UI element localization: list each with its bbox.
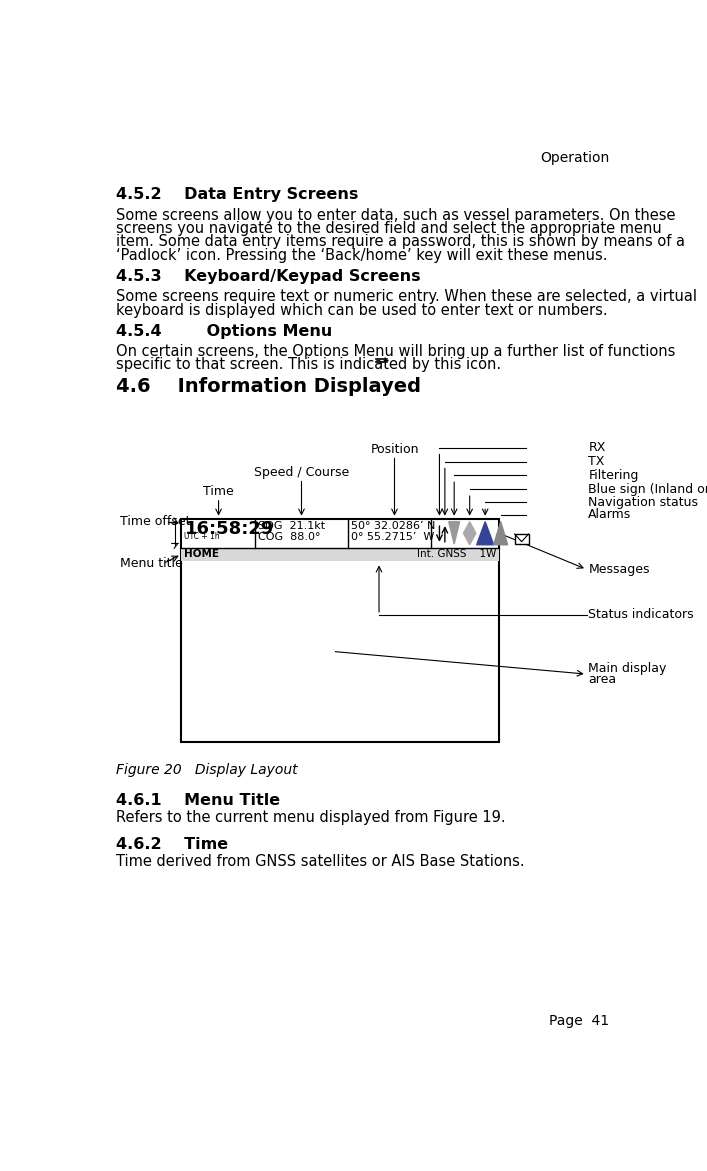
Text: ‘Padlock’ icon. Pressing the ‘Back/home’ key will exit these menus.: ‘Padlock’ icon. Pressing the ‘Back/home’… — [116, 248, 608, 263]
Text: Some screens allow you to enter data, such as vessel parameters. On these: Some screens allow you to enter data, su… — [116, 207, 676, 222]
Text: Time derived from GNSS satellites or AIS Base Stations.: Time derived from GNSS satellites or AIS… — [116, 854, 525, 869]
Text: Page  41: Page 41 — [549, 1014, 609, 1028]
Text: Status indicators: Status indicators — [588, 609, 694, 622]
Polygon shape — [477, 521, 493, 545]
Text: Messages: Messages — [588, 563, 650, 576]
Text: Speed / Course: Speed / Course — [254, 466, 349, 479]
Text: 4.5.4        Options Menu: 4.5.4 Options Menu — [116, 323, 332, 338]
Text: SOG  21.1kt: SOG 21.1kt — [258, 521, 325, 530]
Bar — [182, 548, 499, 561]
Text: specific to that screen. This is indicated by this icon.: specific to that screen. This is indicat… — [116, 357, 501, 372]
Text: 4.6    Information Displayed: 4.6 Information Displayed — [116, 377, 421, 396]
Text: item. Some data entry items require a password, this is shown by means of a: item. Some data entry items require a pa… — [116, 234, 685, 249]
Text: Position: Position — [370, 443, 419, 456]
Text: 0° 55.2715’  W: 0° 55.2715’ W — [351, 533, 435, 542]
Text: HOME: HOME — [185, 549, 219, 559]
Text: 4.6.2    Time: 4.6.2 Time — [116, 836, 228, 851]
Text: Refers to the current menu displayed from Figure 19.: Refers to the current menu displayed fro… — [116, 809, 506, 824]
Text: 16:58:29: 16:58:29 — [185, 520, 274, 539]
Text: Main display: Main display — [588, 663, 667, 676]
Text: Navigation status: Navigation status — [588, 497, 699, 509]
Text: Operation: Operation — [540, 151, 609, 165]
Text: 4.5.3    Keyboard/Keypad Screens: 4.5.3 Keyboard/Keypad Screens — [116, 269, 421, 285]
Text: area: area — [588, 673, 617, 686]
Polygon shape — [449, 521, 460, 545]
Text: 4.5.2    Data Entry Screens: 4.5.2 Data Entry Screens — [116, 187, 358, 203]
Bar — [515, 534, 529, 545]
Text: Int. GNSS    1W: Int. GNSS 1W — [416, 549, 496, 559]
Text: UTC + 1h: UTC + 1h — [185, 533, 220, 541]
Text: Blue sign (Inland only): Blue sign (Inland only) — [588, 482, 707, 495]
Text: Figure 20   Display Layout: Figure 20 Display Layout — [116, 763, 298, 778]
Text: screens you navigate to the desired field and select the appropriate menu: screens you navigate to the desired fiel… — [116, 221, 662, 237]
Text: Menu title: Menu title — [120, 557, 183, 570]
Text: On certain screens, the Options Menu will bring up a further list of functions: On certain screens, the Options Menu wil… — [116, 344, 676, 358]
Text: Alarms: Alarms — [588, 508, 631, 521]
Text: TX: TX — [588, 456, 604, 468]
Text: COG  88.0°: COG 88.0° — [258, 533, 320, 542]
Text: 4.6.1    Menu Title: 4.6.1 Menu Title — [116, 793, 281, 808]
Text: RX: RX — [588, 441, 606, 454]
Text: Filtering: Filtering — [588, 468, 638, 482]
Text: Time: Time — [203, 485, 234, 498]
Text: Some screens require text or numeric entry. When these are selected, a virtual: Some screens require text or numeric ent… — [116, 289, 697, 304]
Polygon shape — [493, 521, 508, 545]
Text: keyboard is displayed which can be used to enter text or numbers.: keyboard is displayed which can be used … — [116, 302, 608, 317]
Polygon shape — [464, 521, 476, 545]
Text: Time offset: Time offset — [120, 515, 191, 528]
Text: 50° 32.0286’ N: 50° 32.0286’ N — [351, 521, 436, 530]
Bar — [182, 519, 499, 742]
